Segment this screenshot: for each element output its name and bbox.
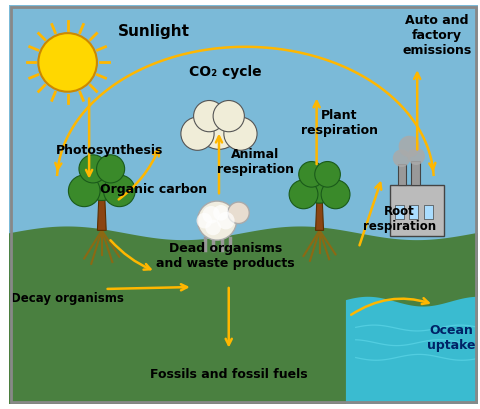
Text: Dead organisms
and waste products: Dead organisms and waste products [156, 242, 295, 270]
Polygon shape [315, 202, 324, 230]
Text: Ocean
uptake: Ocean uptake [427, 324, 476, 352]
Polygon shape [346, 297, 478, 404]
Polygon shape [9, 5, 478, 404]
Circle shape [217, 212, 235, 229]
Text: Sunlight: Sunlight [118, 24, 190, 39]
Polygon shape [424, 205, 433, 219]
Circle shape [213, 205, 229, 220]
Circle shape [96, 155, 125, 183]
Polygon shape [390, 185, 444, 236]
Text: Decay organisms: Decay organisms [11, 292, 124, 305]
Circle shape [196, 213, 212, 228]
Text: Fossils and fossil fuels: Fossils and fossil fuels [150, 369, 308, 382]
Circle shape [69, 175, 100, 207]
Circle shape [205, 220, 221, 235]
Circle shape [197, 201, 237, 240]
Circle shape [289, 180, 318, 209]
Polygon shape [97, 200, 106, 230]
Circle shape [181, 117, 214, 150]
Text: Plant
respiration: Plant respiration [300, 109, 378, 137]
Circle shape [299, 162, 324, 187]
Text: Photosynthesis: Photosynthesis [56, 144, 163, 157]
Circle shape [300, 165, 339, 203]
Text: CO₂ cycle: CO₂ cycle [190, 65, 262, 79]
Text: Root
respiration: Root respiration [363, 204, 436, 233]
Text: Auto and
factory
emissions: Auto and factory emissions [402, 13, 471, 56]
Circle shape [228, 202, 249, 224]
Circle shape [81, 158, 123, 200]
Circle shape [224, 117, 257, 150]
Circle shape [399, 136, 420, 157]
Polygon shape [9, 227, 478, 404]
Polygon shape [395, 205, 404, 219]
Text: Organic carbon: Organic carbon [100, 183, 207, 196]
Polygon shape [397, 164, 407, 185]
Circle shape [193, 101, 225, 132]
Text: Animal
respiration: Animal respiration [216, 148, 294, 176]
Polygon shape [409, 205, 418, 219]
Circle shape [79, 155, 107, 183]
Circle shape [408, 147, 425, 165]
Circle shape [213, 101, 244, 132]
Circle shape [321, 180, 350, 209]
Circle shape [104, 175, 135, 207]
Circle shape [203, 206, 220, 224]
Polygon shape [9, 277, 478, 404]
Circle shape [197, 106, 240, 149]
Circle shape [315, 162, 340, 187]
Circle shape [393, 149, 410, 167]
Polygon shape [411, 161, 420, 185]
Circle shape [38, 33, 97, 92]
